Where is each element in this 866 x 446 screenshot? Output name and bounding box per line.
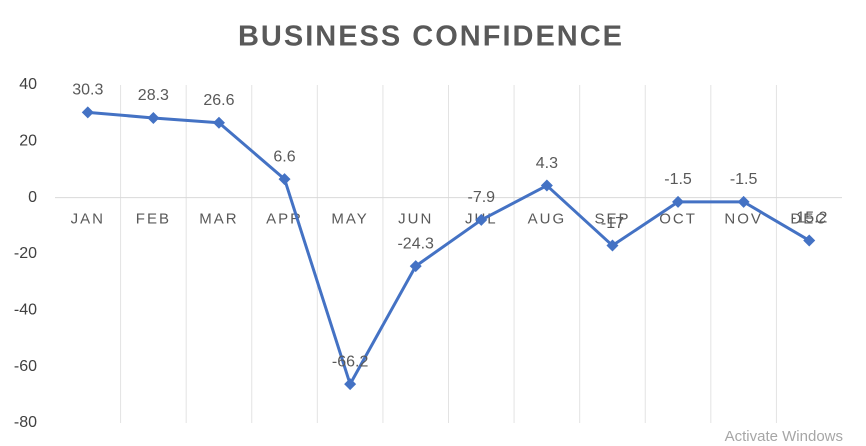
data-point <box>540 179 553 192</box>
data-label: 26.6 <box>203 92 234 109</box>
x-tick-label: MAY <box>331 211 368 228</box>
data-point <box>409 260 422 273</box>
data-label: 28.3 <box>138 87 169 104</box>
data-point <box>606 239 619 252</box>
data-point <box>344 378 357 391</box>
y-tick-label: 0 <box>28 189 37 206</box>
x-tick-label: NOV <box>724 211 763 228</box>
watermark: Activate Windows <box>725 428 843 445</box>
data-point <box>212 116 225 129</box>
y-tick-label: 20 <box>19 133 37 150</box>
data-point <box>147 111 160 124</box>
x-tick-label: DEC <box>790 211 828 228</box>
data-point <box>803 234 816 247</box>
y-tick-label: -20 <box>14 245 37 262</box>
data-point <box>475 213 488 226</box>
data-line <box>87 110 810 386</box>
chart-title: BUSINESS CONFIDENCE <box>238 21 624 53</box>
y-tick-label: -80 <box>14 414 37 431</box>
data-label: -1.5 <box>664 171 692 188</box>
data-point <box>737 195 750 208</box>
data-point <box>278 173 291 186</box>
data-label: -17 <box>601 215 624 232</box>
x-tick-label: JUN <box>398 211 433 228</box>
data-point <box>81 106 94 119</box>
x-tick-label: OCT <box>659 211 697 228</box>
x-tick-label: JAN <box>71 211 105 228</box>
data-label: -24.3 <box>397 235 434 252</box>
data-label: -66.2 <box>332 353 369 370</box>
x-tick-label: FEB <box>136 211 171 228</box>
data-label: 30.3 <box>72 82 103 99</box>
y-tick-label: 40 <box>19 76 37 93</box>
y-tick-label: -60 <box>14 358 37 375</box>
data-label: 6.6 <box>273 148 295 165</box>
data-label: 4.3 <box>536 155 558 172</box>
x-tick-label: SEP <box>594 211 630 228</box>
data-label: -1.5 <box>730 171 758 188</box>
x-tick-label: APR <box>266 211 303 228</box>
y-tick-label: -40 <box>14 302 37 319</box>
data-label: -15.2 <box>791 210 828 227</box>
x-tick-label: AUG <box>528 211 567 228</box>
x-tick-label: MAR <box>199 211 238 228</box>
data-label: -7.9 <box>468 189 496 206</box>
data-point <box>672 195 685 208</box>
